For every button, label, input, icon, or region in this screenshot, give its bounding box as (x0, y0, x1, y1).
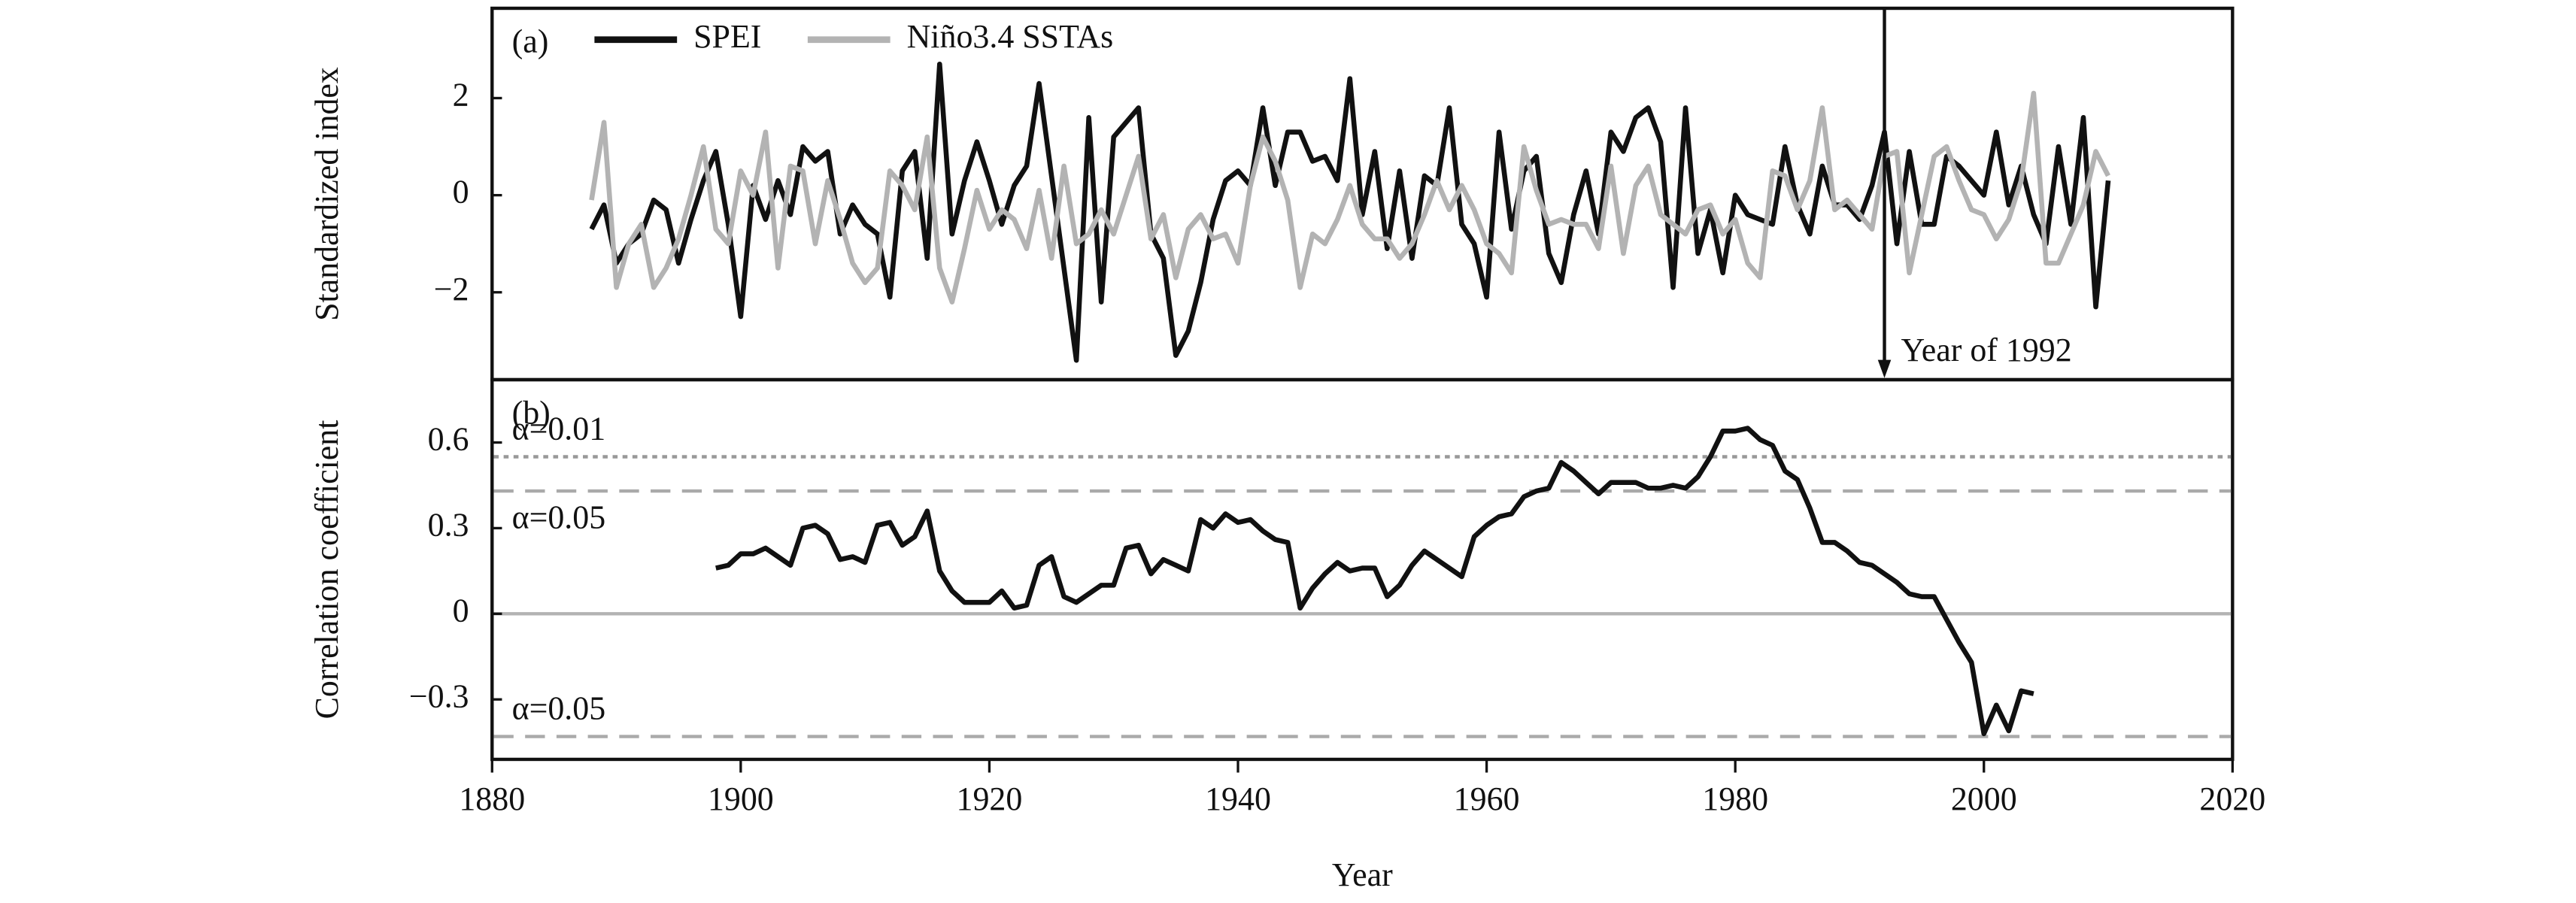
x-tick-label: 1980 (1702, 781, 1768, 817)
x-tick-label: 1880 (459, 781, 525, 817)
y-tick-label: 0.3 (428, 508, 469, 544)
y-tick-label: −2 (434, 271, 469, 308)
x-tick-label: 2020 (2199, 781, 2265, 817)
y-tick-label: 0 (453, 592, 469, 629)
x-axis-label: Year (1332, 857, 1393, 893)
reference-label: α=0.01 (512, 411, 606, 447)
x-tick-label: 2000 (1951, 781, 2017, 817)
x-tick-label: 1920 (957, 781, 1023, 817)
y-tick-label: 2 (453, 77, 469, 114)
data-line (589, 90, 2110, 305)
annotation-label: Year of 1992 (1901, 332, 2071, 368)
y-axis-label: Correlation coefficient (309, 420, 345, 720)
reference-label: α=0.05 (512, 500, 606, 536)
panel-label: (a) (512, 23, 549, 59)
data-line (715, 426, 2034, 737)
y-tick-label: −0.3 (409, 678, 469, 714)
y-tick-label: 0.6 (428, 422, 469, 458)
x-tick-label: 1960 (1454, 781, 1520, 817)
legend-label: SPEI (693, 19, 761, 55)
x-tick-label: 1900 (708, 781, 774, 817)
panel-label: (b) (512, 395, 551, 431)
reference-label: α=0.05 (512, 691, 606, 727)
x-tick-label: 1940 (1205, 781, 1271, 817)
y-axis-label: Standardized index (309, 67, 345, 321)
data-line (589, 61, 2111, 363)
panel-b-frame (490, 377, 2235, 762)
annotation-arrowhead (1877, 359, 1892, 378)
legend-label: Niño3.4 SSTAs (907, 19, 1114, 55)
y-tick-label: 0 (453, 174, 469, 211)
